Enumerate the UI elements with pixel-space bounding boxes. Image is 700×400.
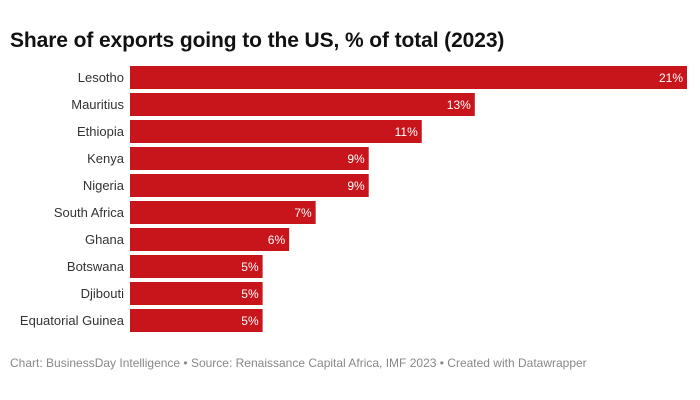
bar: [130, 147, 369, 170]
bar-value-label: 5%: [241, 314, 259, 328]
bar: [130, 201, 316, 224]
bar: [130, 228, 290, 251]
bar-value-label: 9%: [347, 152, 365, 166]
bar: [130, 309, 263, 332]
category-label: Djibouti: [81, 286, 124, 301]
category-label: Equatorial Guinea: [20, 313, 125, 328]
chart-footer: Chart: BusinessDay Intelligence • Source…: [10, 356, 587, 370]
category-label: Ghana: [85, 232, 125, 247]
chart-title: Share of exports going to the US, % of t…: [10, 29, 505, 52]
bar: [130, 120, 422, 143]
category-label: Kenya: [87, 151, 125, 166]
category-label: South Africa: [54, 205, 125, 220]
bar-value-label: 5%: [241, 287, 259, 301]
bar-value-label: 21%: [659, 71, 683, 85]
bar-value-label: 5%: [241, 260, 259, 274]
bar: [130, 174, 369, 197]
category-label: Nigeria: [83, 178, 125, 193]
bars-layer: Lesotho 21% Mauritius 13% Ethiopia 11% Kenya 9%…: [20, 66, 687, 332]
category-label: Mauritius: [71, 97, 124, 112]
bar: [130, 66, 687, 89]
category-label: Ethiopia: [77, 124, 125, 139]
bar-value-label: 6%: [268, 233, 286, 247]
bar-value-label: 7%: [294, 206, 312, 220]
bar-value-label: 11%: [395, 125, 418, 139]
bar: [130, 255, 263, 278]
bar-value-label: 9%: [347, 179, 365, 193]
bar: [130, 93, 475, 116]
category-label: Lesotho: [78, 70, 124, 85]
bar-value-label: 13%: [447, 98, 471, 112]
bar: [130, 282, 263, 305]
category-label: Botswana: [67, 259, 125, 274]
